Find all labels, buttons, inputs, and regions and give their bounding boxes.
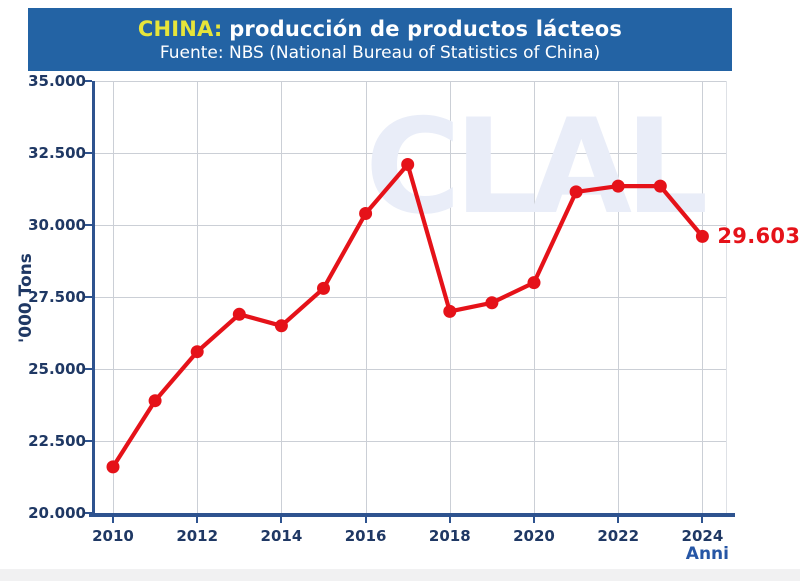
chart-title: CHINA: producción de productos lácteos: [28, 17, 732, 42]
data-point: [653, 179, 667, 193]
x-tick-mark: [701, 517, 704, 523]
x-tick-mark: [533, 517, 535, 523]
y-tick-label: 22.500: [28, 432, 86, 450]
y-tick-mark: [85, 224, 92, 226]
y-tick-mark: [85, 440, 92, 442]
y-tick-mark: [85, 368, 92, 370]
y-tick-label: 20.000: [28, 504, 86, 522]
chart-title-rest: producción de productos lácteos: [229, 17, 623, 41]
x-tick-mark: [448, 517, 451, 523]
y-tick-label: 25.000: [28, 360, 86, 378]
data-point: [106, 460, 120, 474]
y-tick-mark: [85, 80, 92, 82]
y-tick-label: 30.000: [28, 216, 86, 234]
x-axis-title: Anni: [685, 544, 729, 564]
x-tick-mark: [196, 517, 199, 523]
data-point: [695, 229, 709, 243]
x-tick-mark: [280, 517, 283, 523]
y-tick-label: 32.500: [28, 144, 86, 162]
y-tick-mark: [85, 296, 92, 298]
bottom-strip: [0, 569, 800, 581]
x-tick-label: 2024: [681, 527, 724, 545]
data-point: [611, 179, 625, 193]
data-point: [401, 158, 415, 171]
chart-canvas: CLAL: [92, 81, 727, 513]
y-tick-label: 35.000: [28, 72, 86, 90]
data-point: [317, 281, 330, 295]
y-tick-label: 27.500: [28, 288, 86, 306]
x-tick-label: 2018: [428, 527, 471, 545]
data-point: [527, 276, 541, 290]
chart-subtitle: Fuente: NBS (National Bureau of Statisti…: [159, 43, 601, 63]
y-axis-line: [92, 81, 95, 517]
data-point: [443, 304, 457, 318]
x-axis-line: [89, 513, 735, 517]
chart-title-country: CHINA:: [137, 17, 223, 41]
x-tick-mark: [112, 517, 114, 523]
data-point: [232, 307, 246, 321]
data-point: [148, 394, 162, 408]
x-tick-mark: [617, 517, 620, 523]
x-tick-label: 2022: [597, 527, 640, 545]
x-tick-label: 2010: [92, 527, 134, 545]
x-tick-mark: [364, 517, 367, 523]
clal-watermark: CLAL: [365, 90, 705, 243]
plot-area: CLAL: [92, 81, 727, 513]
title-banner: CHINA: producción de productos lácteos Fu…: [28, 8, 732, 71]
y-tick-mark: [85, 512, 92, 514]
data-point: [274, 319, 288, 333]
x-tick-label: 2020: [513, 527, 555, 545]
last-value-label: 29.603: [717, 224, 800, 249]
data-point: [569, 185, 583, 199]
x-tick-label: 2016: [344, 527, 387, 545]
x-tick-label: 2014: [260, 527, 303, 545]
y-tick-mark: [85, 152, 92, 154]
data-point: [485, 296, 499, 310]
data-point: [359, 207, 373, 220]
data-point: [190, 345, 204, 359]
x-tick-label: 2012: [176, 527, 219, 545]
